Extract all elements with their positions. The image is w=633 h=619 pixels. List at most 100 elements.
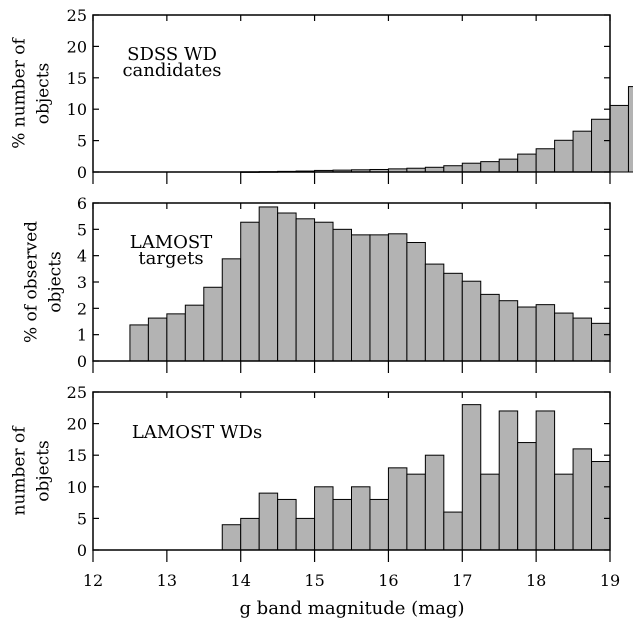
bar xyxy=(461,404,482,551)
bar xyxy=(406,473,426,551)
bars xyxy=(240,86,633,173)
x-tick-label: 18 xyxy=(526,571,546,590)
bar xyxy=(461,280,482,362)
axes-frame xyxy=(92,391,611,551)
bars xyxy=(129,206,611,362)
y-tick-label: 0 xyxy=(77,541,87,560)
bar xyxy=(277,498,297,551)
bar xyxy=(424,263,445,362)
bar xyxy=(184,304,205,362)
bar xyxy=(129,324,149,362)
bar xyxy=(480,161,500,173)
x-axis-ticks xyxy=(92,15,611,184)
bar xyxy=(295,218,316,362)
x-tick-label: 19 xyxy=(600,571,620,590)
bar xyxy=(221,258,242,362)
y-axis-label-line: % number of xyxy=(10,37,30,149)
bar xyxy=(609,104,629,173)
y-tick-label: 5 xyxy=(77,509,87,528)
bar xyxy=(443,272,463,362)
y-axis-label-line: number of xyxy=(10,425,30,516)
x-tick-label: 16 xyxy=(378,571,398,590)
bar xyxy=(517,306,537,362)
y-tick-label: 0 xyxy=(77,352,87,371)
y-tick-label: 15 xyxy=(67,69,87,88)
bar xyxy=(351,234,371,362)
bar xyxy=(166,313,186,362)
y-tick-label: 5 xyxy=(77,132,87,151)
bar xyxy=(406,242,426,362)
x-axis-ticks xyxy=(92,203,611,373)
y-tick-label: 2 xyxy=(77,299,87,318)
y-axis-label-line: objects xyxy=(46,251,66,313)
bar xyxy=(221,524,242,551)
panel-annotation-line: SDSS WD xyxy=(127,44,217,65)
bar xyxy=(277,212,297,362)
bar xyxy=(480,473,500,551)
bar xyxy=(387,233,408,362)
bar xyxy=(554,139,574,173)
bar xyxy=(443,165,463,173)
y-tick-label: 20 xyxy=(67,37,87,56)
bar xyxy=(332,228,353,362)
bar xyxy=(517,153,537,173)
y-tick-label: 25 xyxy=(67,6,87,25)
bar xyxy=(240,517,260,551)
bars xyxy=(221,404,611,551)
bar xyxy=(443,511,463,551)
y-tick-label: 0 xyxy=(77,163,87,182)
bar xyxy=(240,221,260,362)
bar xyxy=(369,498,389,551)
y-tick-label: 4 xyxy=(77,247,87,266)
y-axis-ticks: 0 5 10 15 20 25 xyxy=(67,6,610,182)
bar xyxy=(314,486,334,551)
x-tick-label: 13 xyxy=(157,571,177,590)
y-tick-label: 25 xyxy=(67,383,87,402)
y-tick-label: 5 xyxy=(77,220,87,239)
panel-annotation-line: targets xyxy=(138,248,203,269)
x-axis-tick-labels: 12 13 14 15 16 17 18 19 xyxy=(83,571,620,590)
y-tick-label: 15 xyxy=(67,446,87,465)
panel-annotation-line: LAMOST WDs xyxy=(132,422,262,443)
y-axis-label-line: objects xyxy=(34,63,54,125)
y-axis-label-line: % of observed xyxy=(22,221,42,343)
bar xyxy=(480,293,500,362)
bar xyxy=(332,498,353,551)
bar xyxy=(147,317,168,362)
bar xyxy=(258,492,279,551)
y-tick-label: 3 xyxy=(77,273,87,292)
histogram-panel-3: 0 5 10 15 20 25 number of objects LAMOST WDs xyxy=(10,383,611,562)
y-tick-label: 10 xyxy=(67,478,87,497)
bar xyxy=(535,148,556,173)
y-axis-ticks: 0 1 2 3 4 5 6 xyxy=(77,194,610,371)
bar xyxy=(572,317,593,362)
bar xyxy=(461,162,482,173)
bar xyxy=(591,461,611,551)
x-tick-label: 12 xyxy=(83,571,103,590)
bar xyxy=(498,300,519,362)
bar xyxy=(572,130,593,173)
x-axis-label: g band magnitude (mag) xyxy=(239,598,464,619)
bar xyxy=(295,517,316,551)
y-tick-label: 20 xyxy=(67,415,87,434)
y-axis-label-line: objects xyxy=(34,440,54,502)
bar xyxy=(535,410,556,551)
y-tick-label: 6 xyxy=(77,194,87,213)
bar xyxy=(498,158,519,173)
bar xyxy=(572,448,593,551)
bar xyxy=(554,473,574,551)
panel-annotation-line: candidates xyxy=(122,60,221,81)
bar xyxy=(203,286,223,362)
x-tick-label: 15 xyxy=(304,571,324,590)
bar xyxy=(498,410,519,551)
bar xyxy=(517,442,537,551)
bar xyxy=(554,312,574,362)
histogram-panel-1: 0 5 10 15 20 25 % number of objects SDSS WDcandi… xyxy=(10,6,633,184)
bar xyxy=(258,206,279,362)
bar xyxy=(591,322,611,362)
panel-annotation-line: LAMOST xyxy=(130,232,212,253)
bar xyxy=(369,234,389,362)
